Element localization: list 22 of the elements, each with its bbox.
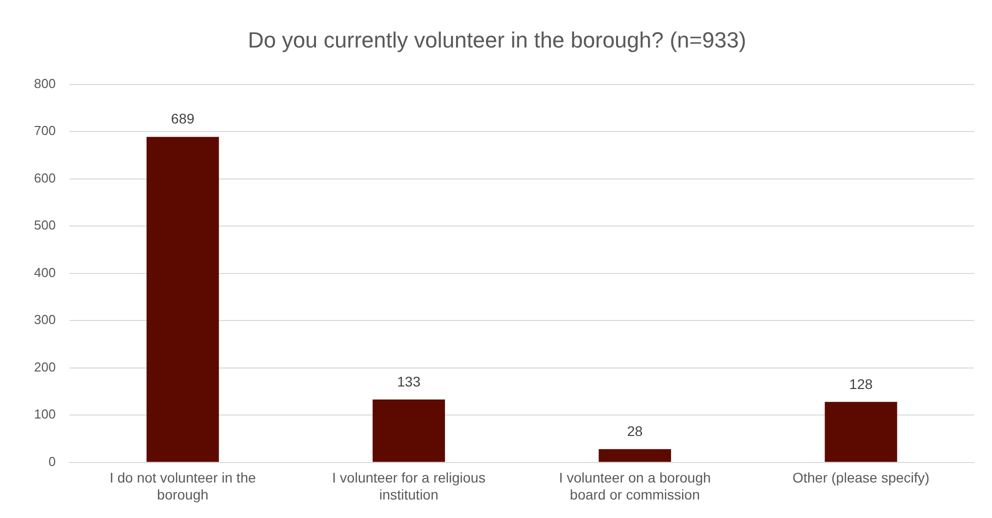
data-label: 133 xyxy=(397,373,421,390)
x-tick-label: I do not volunteer in the borough xyxy=(110,470,256,502)
x-tick-label: I volunteer for a religious institution xyxy=(332,470,486,502)
y-tick-label: 700 xyxy=(34,123,56,138)
data-label: 128 xyxy=(849,376,873,392)
bar xyxy=(598,449,672,462)
bar xyxy=(372,400,445,462)
data-label: 689 xyxy=(171,110,195,127)
data-label: 28 xyxy=(627,423,643,440)
y-tick-label: 500 xyxy=(34,218,56,233)
x-tick-label: I volunteer on a borough board or commission xyxy=(558,470,711,502)
y-tick-label: 800 xyxy=(34,76,56,91)
chart-title: Do you currently volunteer in the borough? (n=933) xyxy=(248,27,746,52)
y-tick-label: 100 xyxy=(34,406,56,422)
y-tick-label: 0 xyxy=(48,454,56,469)
y-tick-label: 200 xyxy=(34,359,56,374)
x-tick-label: Other (please specify) xyxy=(792,470,930,486)
y-tick-label: 600 xyxy=(34,170,56,186)
y-tick-label: 400 xyxy=(34,264,56,280)
bar xyxy=(146,136,219,462)
bar xyxy=(824,402,898,462)
y-tick-label: 300 xyxy=(34,312,56,328)
